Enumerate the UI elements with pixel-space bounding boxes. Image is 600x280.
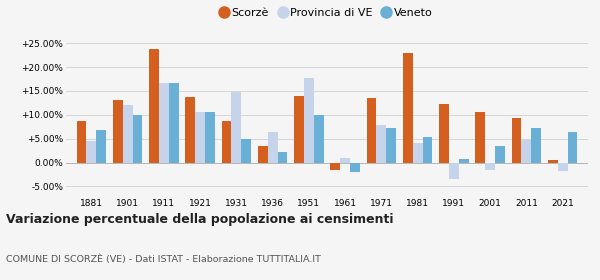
Text: COMUNE DI SCORZÈ (VE) - Dati ISTAT - Elaborazione TUTTITALIA.IT: COMUNE DI SCORZÈ (VE) - Dati ISTAT - Ela… — [6, 255, 321, 264]
Bar — [205, 112, 215, 163]
Bar — [350, 163, 360, 172]
Bar — [77, 121, 86, 163]
Bar — [367, 98, 376, 163]
Bar — [294, 96, 304, 163]
Bar — [159, 83, 169, 163]
Bar — [169, 83, 179, 163]
Bar — [386, 128, 396, 163]
Bar — [278, 152, 287, 163]
Bar — [548, 160, 558, 163]
Bar — [449, 163, 459, 179]
Bar — [485, 163, 495, 170]
Bar — [304, 78, 314, 163]
Bar — [459, 159, 469, 163]
Bar — [96, 130, 106, 163]
Bar — [331, 163, 340, 170]
Bar — [413, 143, 422, 163]
Bar — [439, 104, 449, 163]
Bar — [340, 158, 350, 163]
Bar — [268, 132, 278, 163]
Bar — [149, 49, 159, 163]
Bar — [86, 141, 96, 163]
Bar — [314, 115, 323, 163]
Bar — [133, 115, 142, 163]
Bar — [531, 128, 541, 163]
Bar — [568, 132, 577, 163]
Bar — [185, 97, 195, 163]
Text: Variazione percentuale della popolazione ai censimenti: Variazione percentuale della popolazione… — [6, 213, 394, 226]
Bar — [258, 146, 268, 163]
Bar — [376, 125, 386, 163]
Bar — [403, 53, 413, 163]
Bar — [521, 140, 531, 163]
Bar — [232, 92, 241, 163]
Bar — [123, 105, 133, 163]
Bar — [558, 163, 568, 171]
Bar — [113, 101, 123, 163]
Bar — [241, 139, 251, 163]
Bar — [195, 112, 205, 163]
Legend: Scorzè, Provincia di VE, Veneto: Scorzè, Provincia di VE, Veneto — [217, 3, 437, 22]
Bar — [221, 120, 232, 163]
Bar — [512, 118, 521, 163]
Bar — [495, 146, 505, 163]
Bar — [475, 112, 485, 163]
Bar — [422, 137, 433, 163]
